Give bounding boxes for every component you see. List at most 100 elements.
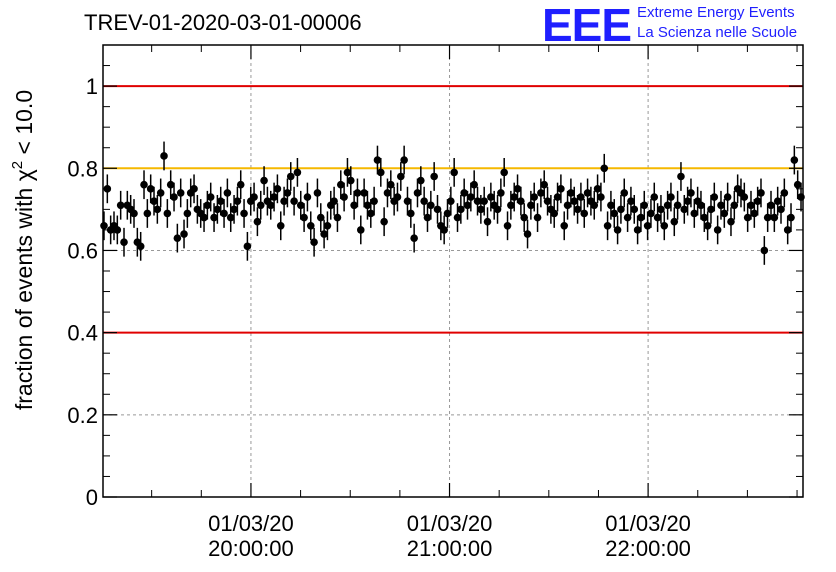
data-point (717, 201, 725, 210)
data-point (457, 205, 465, 214)
data-point (346, 176, 355, 185)
data-point (153, 205, 162, 214)
data-point (250, 193, 258, 201)
data-point (323, 222, 332, 230)
data-point (563, 201, 572, 210)
data-point (647, 209, 655, 218)
chart-title: TREV-01-2020-03-01-00006 (84, 10, 362, 35)
y-tick-label: 0.2 (67, 403, 98, 428)
data-point (627, 197, 635, 205)
data-point (783, 226, 792, 234)
data-point (637, 213, 645, 222)
y-label-superscript: 2 (9, 161, 26, 169)
data-point (453, 213, 462, 222)
data-point (176, 189, 185, 197)
x-tick-label-time: 22:00:00 (605, 536, 691, 561)
data-point (420, 197, 428, 205)
data-point (723, 193, 732, 201)
data-point (793, 180, 802, 189)
data-point (767, 201, 775, 210)
data-point (303, 193, 312, 201)
data-point (537, 189, 545, 197)
data-point (667, 193, 675, 201)
data-point (316, 213, 325, 222)
data-point (643, 222, 652, 230)
data-point (393, 193, 402, 201)
logo-line-1: Extreme Energy Events (637, 4, 795, 21)
data-point (560, 222, 569, 230)
data-point (677, 172, 685, 181)
data-point (266, 201, 275, 210)
data-point (450, 168, 458, 177)
y-axis-label: fraction of events with χ2 < 10.0 (9, 90, 37, 410)
data-point (580, 209, 589, 218)
data-point (533, 213, 542, 222)
data-point (670, 217, 679, 226)
data-point (407, 209, 415, 218)
data-point (427, 201, 435, 210)
data-point (370, 197, 378, 205)
data-point (753, 197, 762, 205)
data-point (493, 205, 502, 214)
data-point (640, 201, 649, 210)
data-point (747, 201, 755, 210)
data-point (216, 197, 225, 205)
data-point (743, 213, 752, 222)
data-point (680, 205, 689, 214)
data-point (507, 201, 515, 210)
data-point (417, 176, 425, 185)
data-point (350, 201, 358, 210)
data-point (550, 209, 559, 218)
data-point (433, 205, 442, 214)
data-point (170, 193, 178, 201)
data-point (653, 213, 662, 222)
data-point (500, 168, 508, 177)
data-point (617, 205, 625, 214)
data-point (610, 209, 619, 218)
data-point (113, 226, 122, 234)
data-point (513, 185, 522, 193)
data-point (160, 152, 168, 160)
data-point (463, 201, 472, 210)
data-point (503, 222, 512, 230)
data-point (760, 246, 769, 255)
data-point (660, 222, 669, 230)
data-point (380, 217, 388, 226)
data-point (687, 189, 695, 197)
data-point (203, 201, 212, 210)
data-point (763, 213, 772, 222)
data-point (226, 213, 235, 222)
data-point (423, 213, 432, 222)
y-tick-label: 0 (86, 485, 98, 510)
data-point (517, 197, 525, 205)
data-point (270, 193, 278, 201)
data-point (256, 201, 265, 210)
data-point (260, 176, 268, 185)
data-point (387, 180, 395, 189)
data-point (366, 209, 375, 218)
data-point (600, 164, 609, 173)
x-tick-label-date: 01/03/20 (208, 511, 294, 536)
grid-layer (103, 45, 803, 497)
data-point (477, 205, 485, 214)
eee-logo: EEE Extreme Energy Events La Scienza nel… (542, 0, 836, 51)
data-point (283, 189, 292, 197)
data-point (100, 222, 108, 230)
data-point (200, 213, 208, 222)
data-point (223, 189, 232, 197)
data-point (313, 189, 322, 197)
data-point (173, 234, 182, 242)
data-point (400, 156, 408, 164)
data-point (567, 189, 575, 197)
data-point (356, 226, 365, 234)
data-point (243, 242, 252, 251)
data-point (333, 213, 342, 222)
data-point (296, 201, 305, 210)
data-point (510, 193, 519, 201)
data-points-layer (100, 141, 805, 265)
data-point (430, 172, 438, 181)
data-point (330, 197, 338, 205)
data-point (310, 238, 318, 247)
axis-layer: 00.20.40.60.8101/03/2020:00:0001/03/2021… (67, 45, 803, 561)
